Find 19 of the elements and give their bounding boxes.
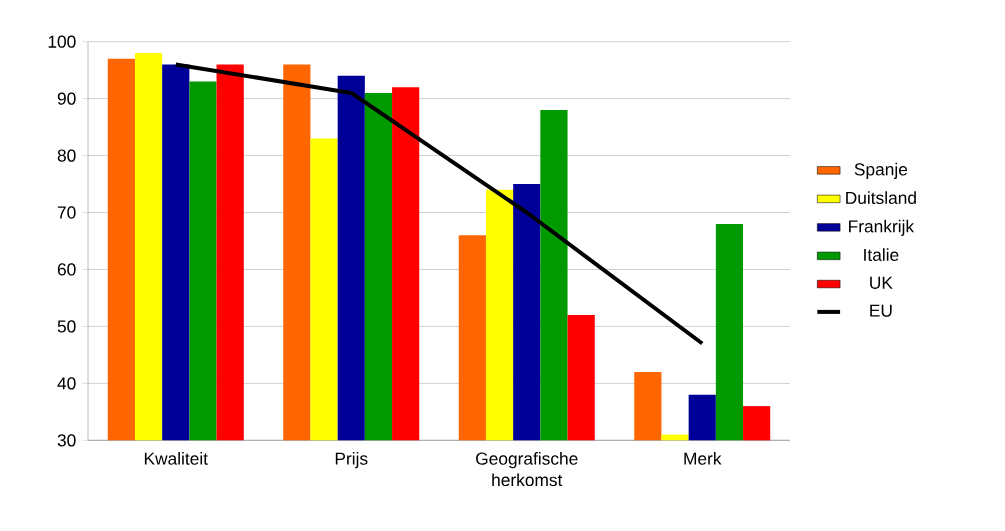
x-tick-label: Prijs [335, 452, 368, 469]
y-tick-label: 70 [57, 206, 76, 219]
y-tick-label: 30 [57, 434, 76, 447]
legend-label: UK [870, 276, 893, 289]
legend-label: Italie [864, 248, 899, 262]
x-tick-label: Merk [684, 452, 722, 465]
y-tick-label: 100 [48, 35, 76, 48]
legend-label: Frankrijk [849, 219, 915, 236]
y-tick-label: 60 [57, 263, 76, 276]
y-tick-label: 80 [57, 149, 76, 162]
x-tick-label: Kwaliteit [144, 452, 208, 465]
legend-label: Duitsland [846, 191, 916, 205]
legend-label: EU [870, 304, 892, 317]
y-tick-label: 90 [57, 92, 76, 105]
legend-label: Spanje [854, 162, 908, 179]
line-series [173, 62, 705, 346]
x-tick-label: Geografische herkomst [476, 452, 578, 487]
y-tick-label: 50 [57, 320, 76, 333]
y-tick-label: 40 [57, 377, 76, 390]
